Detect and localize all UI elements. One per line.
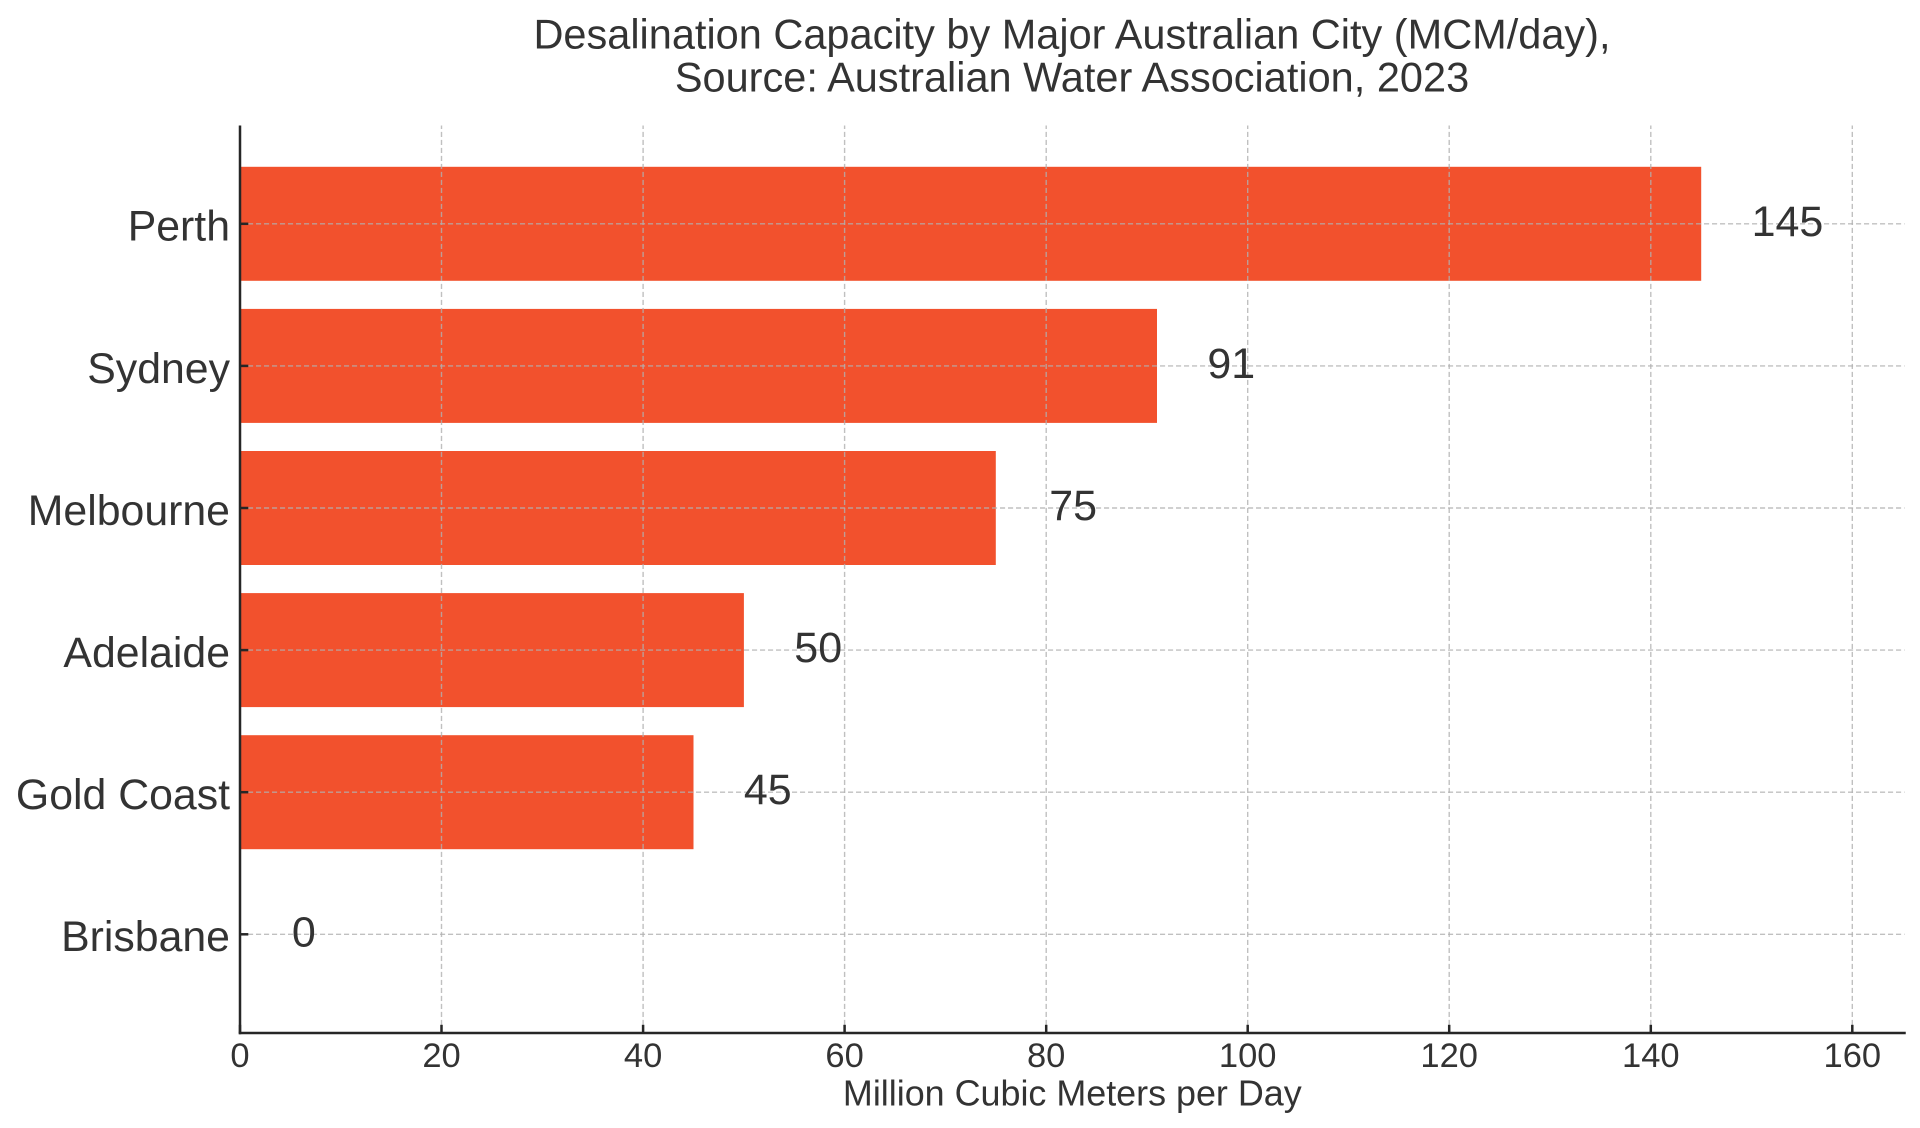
svg-text:50: 50: [794, 624, 842, 672]
svg-text:Adelaide: Adelaide: [63, 629, 230, 677]
svg-text:20: 20: [422, 1037, 460, 1075]
svg-text:40: 40: [624, 1037, 662, 1075]
svg-text:Sydney: Sydney: [87, 345, 230, 393]
svg-text:Desalination Capacity by Major: Desalination Capacity by Major Australia…: [533, 11, 1610, 58]
svg-text:Million Cubic Meters per Day: Million Cubic Meters per Day: [843, 1073, 1302, 1113]
svg-text:120: 120: [1420, 1037, 1478, 1075]
svg-text:160: 160: [1824, 1037, 1882, 1075]
svg-text:75: 75: [1049, 482, 1097, 530]
svg-text:Brisbane: Brisbane: [61, 913, 230, 961]
svg-text:Perth: Perth: [128, 203, 230, 251]
svg-text:100: 100: [1219, 1037, 1277, 1075]
svg-text:Source: Australian Water Assoc: Source: Australian Water Association, 20…: [675, 53, 1469, 100]
svg-text:0: 0: [230, 1037, 249, 1075]
svg-text:60: 60: [825, 1037, 863, 1075]
svg-text:0: 0: [292, 908, 316, 956]
svg-text:140: 140: [1622, 1037, 1680, 1075]
svg-text:Gold Coast: Gold Coast: [16, 771, 230, 819]
svg-text:Melbourne: Melbourne: [28, 487, 230, 535]
svg-text:91: 91: [1207, 340, 1255, 388]
svg-text:145: 145: [1752, 198, 1824, 246]
svg-text:80: 80: [1027, 1037, 1065, 1075]
svg-text:45: 45: [744, 766, 792, 814]
